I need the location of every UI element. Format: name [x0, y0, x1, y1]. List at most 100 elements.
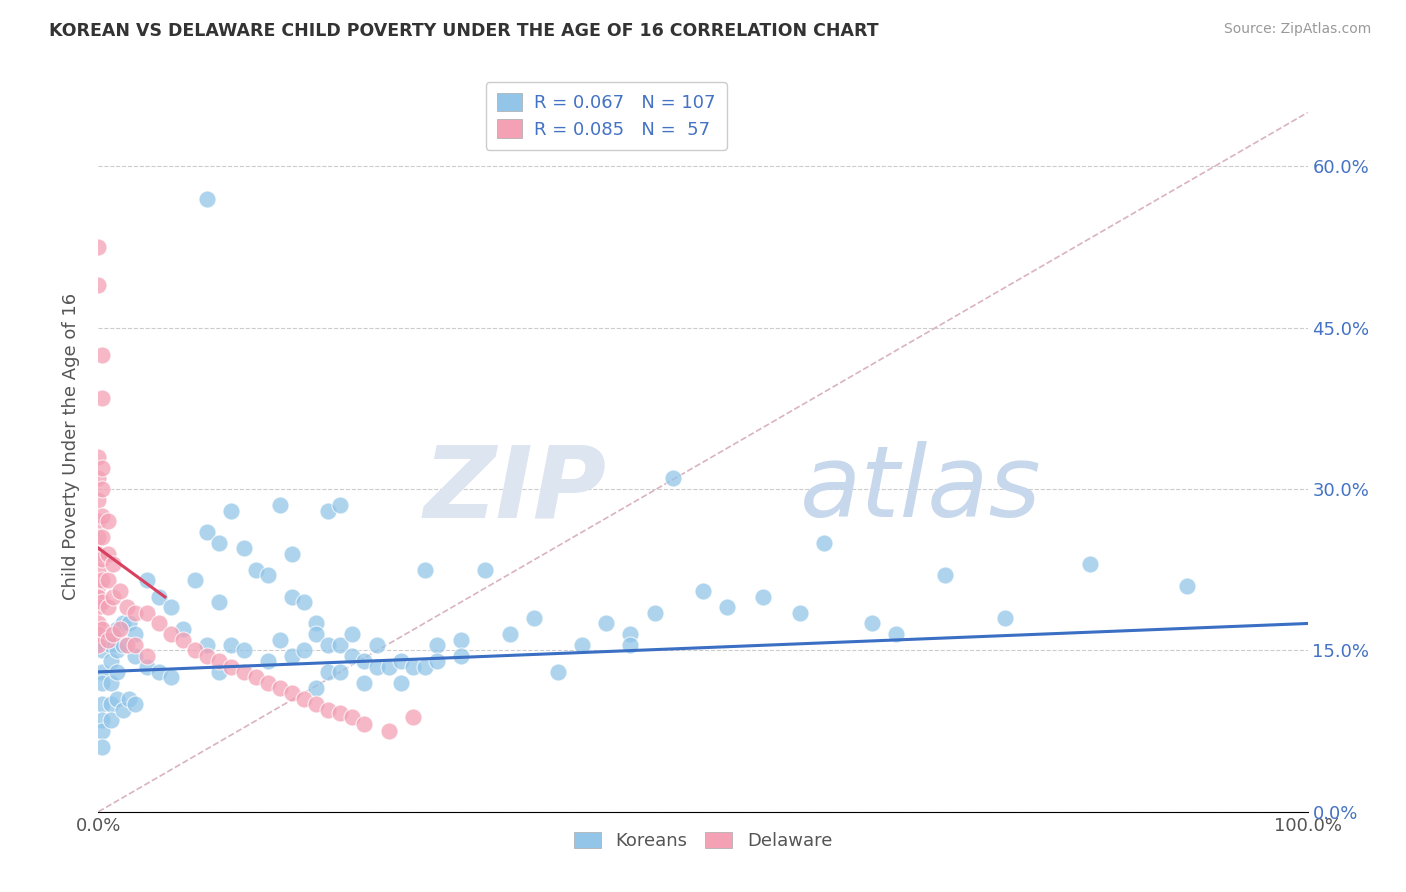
Point [91, 632, 114, 647]
Point [316, 503, 339, 517]
Point [97, 514, 120, 528]
Point [124, 638, 146, 652]
Point [329, 706, 352, 720]
Y-axis label: Child Poverty Under the Age of 16: Child Poverty Under the Age of 16 [62, 293, 80, 599]
Point [281, 547, 304, 561]
Point [118, 691, 141, 706]
Point [184, 643, 207, 657]
Point [342, 627, 364, 641]
Point [886, 627, 908, 641]
Point [91, 595, 114, 609]
Point [342, 710, 364, 724]
Point [87, 547, 110, 561]
Point [329, 665, 352, 679]
Point [105, 691, 128, 706]
Point [101, 627, 124, 641]
Point [87, 471, 110, 485]
Legend: Koreans, Delaware: Koreans, Delaware [567, 825, 839, 857]
Point [269, 498, 291, 512]
Point [329, 638, 352, 652]
Point [135, 606, 157, 620]
Point [644, 606, 666, 620]
Point [97, 547, 120, 561]
Point [426, 638, 449, 652]
Point [91, 697, 114, 711]
Point [450, 632, 472, 647]
Point [305, 627, 328, 641]
Point [195, 638, 218, 652]
Point [87, 450, 110, 464]
Point [87, 563, 110, 577]
Point [305, 697, 328, 711]
Point [426, 654, 449, 668]
Point [101, 558, 124, 572]
Point [105, 622, 128, 636]
Point [97, 574, 120, 588]
Point [87, 492, 110, 507]
Point [353, 675, 375, 690]
Point [100, 714, 122, 728]
Point [160, 627, 183, 641]
Point [619, 627, 641, 641]
Point [100, 627, 122, 641]
Point [108, 584, 131, 599]
Point [305, 616, 328, 631]
Point [87, 240, 110, 254]
Point [292, 691, 315, 706]
Point [148, 590, 170, 604]
Text: KOREAN VS DELAWARE CHILD POVERTY UNDER THE AGE OF 16 CORRELATION CHART: KOREAN VS DELAWARE CHILD POVERTY UNDER T… [49, 22, 879, 40]
Point [135, 648, 157, 663]
Point [292, 643, 315, 657]
Point [91, 724, 114, 739]
Point [124, 648, 146, 663]
Point [221, 638, 243, 652]
Point [117, 600, 139, 615]
Point [402, 710, 425, 724]
Point [571, 638, 593, 652]
Point [87, 590, 110, 604]
Point [789, 606, 811, 620]
Point [402, 659, 425, 673]
Point [413, 659, 436, 673]
Point [172, 632, 194, 647]
Point [87, 579, 110, 593]
Point [619, 638, 641, 652]
Point [108, 622, 131, 636]
Point [692, 584, 714, 599]
Point [97, 600, 120, 615]
Point [281, 686, 304, 700]
Point [135, 659, 157, 673]
Point [366, 659, 388, 673]
Point [523, 611, 546, 625]
Point [292, 595, 315, 609]
Point [221, 659, 243, 673]
Point [91, 508, 114, 523]
Point [256, 675, 278, 690]
Point [232, 643, 254, 657]
Point [256, 654, 278, 668]
Point [91, 574, 114, 588]
Point [366, 638, 388, 652]
Point [245, 563, 267, 577]
Point [111, 702, 134, 716]
Point [281, 648, 304, 663]
Point [353, 716, 375, 731]
Point [1175, 579, 1198, 593]
Point [934, 568, 956, 582]
Point [91, 714, 114, 728]
Text: ZIP: ZIP [423, 442, 606, 539]
Point [184, 574, 207, 588]
Point [232, 665, 254, 679]
Point [195, 648, 218, 663]
Point [117, 638, 139, 652]
Text: Source: ZipAtlas.com: Source: ZipAtlas.com [1223, 22, 1371, 37]
Point [87, 616, 110, 631]
Point [124, 697, 146, 711]
Point [172, 622, 194, 636]
Point [256, 568, 278, 582]
Point [221, 503, 243, 517]
Point [860, 616, 883, 631]
Point [305, 681, 328, 695]
Point [87, 600, 110, 615]
Point [118, 616, 141, 631]
